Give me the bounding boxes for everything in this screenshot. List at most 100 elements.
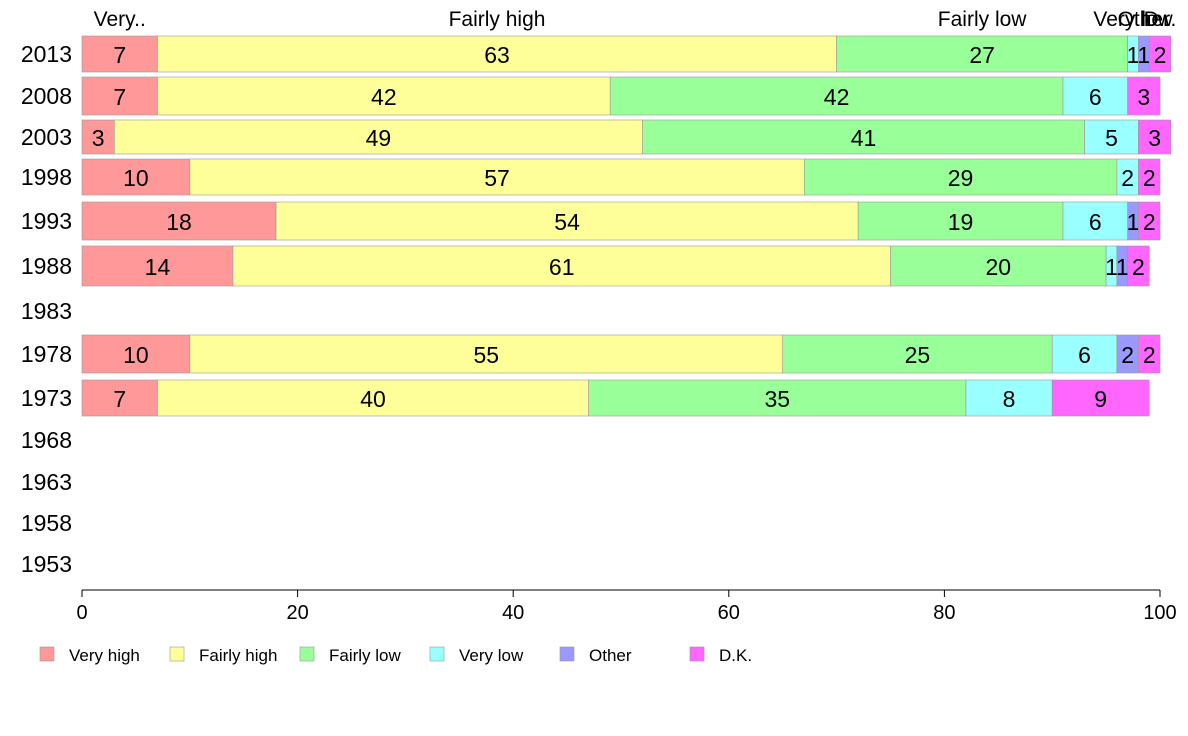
data-label-1993-very-low: 6 xyxy=(1089,209,1102,235)
legend: Very high Fairly high Fairly low Very low Ot… xyxy=(39,646,752,665)
legend-label-fairly-high: Fairly high xyxy=(199,646,277,665)
data-label-2008-d-k: 3 xyxy=(1137,84,1150,110)
data-label-2008-very-low: 6 xyxy=(1089,84,1102,110)
bar-segment-1998-d-k xyxy=(1138,158,1161,196)
bar-segment-1988-fairly-low xyxy=(890,245,1107,287)
bar-segment-1988-very-high xyxy=(81,245,234,287)
data-label-1998-fairly-high: 57 xyxy=(484,165,510,191)
top-label-very-low: Very low xyxy=(1093,8,1173,31)
top-label-fairly-low: Fairly low xyxy=(938,8,1028,31)
data-label-2008-fairly-high: 42 xyxy=(371,84,397,110)
data-label-2003-fairly-high: 49 xyxy=(366,125,392,151)
x-tick-label-20: 20 xyxy=(286,602,308,624)
bar-segment-1988-fairly-high xyxy=(232,245,891,287)
legend-label-fairly-low: Fairly low xyxy=(329,646,402,665)
bar-segment-1978-d-k xyxy=(1138,334,1161,374)
legend-swatch-fairly-low xyxy=(299,646,315,662)
x-axis: 0 20 40 60 80 100 xyxy=(76,589,1177,624)
legend-label-other: Other xyxy=(589,646,632,665)
bar-segment-2008-very-high xyxy=(81,76,158,116)
bar-segment-2003-d-k xyxy=(1138,119,1172,155)
data-label-1978-other: 2 xyxy=(1121,342,1134,368)
bar-segment-2013-very-high xyxy=(81,35,158,73)
bar-segment-1993-fairly-low xyxy=(857,201,1064,241)
data-label-1993-very-high: 18 xyxy=(166,209,192,235)
bar-segment-2008-fairly-high xyxy=(157,76,611,116)
x-tick-label-80: 80 xyxy=(933,602,955,624)
x-tick-label-40: 40 xyxy=(502,602,524,624)
legend-swatch-other xyxy=(559,646,575,662)
y-tick-label-1953: 1953 xyxy=(21,551,72,577)
data-label-2003-fairly-low: 41 xyxy=(851,125,877,151)
bar-segment-1973-fairly-low xyxy=(588,379,967,417)
y-tick-label-1988: 1988 xyxy=(21,253,72,279)
data-label-1988-d-k: 2 xyxy=(1132,254,1145,280)
data-label-2008-very-high: 7 xyxy=(113,84,126,110)
legend-label-very-low: Very low xyxy=(459,646,524,665)
y-tick-label-1978: 1978 xyxy=(21,341,72,367)
y-tick-label-1968: 1968 xyxy=(21,427,72,453)
y-tick-label-1963: 1963 xyxy=(21,469,72,495)
bar-segment-2013-fairly-low xyxy=(836,35,1128,73)
bar-segment-2003-very-low xyxy=(1084,119,1139,155)
bar-segment-1993-very-high xyxy=(81,201,277,241)
y-tick-label-1983: 1983 xyxy=(21,298,72,324)
legend-swatch-d-k xyxy=(689,646,705,662)
bar-segment-2003-fairly-high xyxy=(114,119,643,155)
data-label-1998-very-low: 2 xyxy=(1121,165,1134,191)
bar-segment-1998-fairly-low xyxy=(803,158,1118,196)
data-label-2003-d-k: 3 xyxy=(1148,125,1161,151)
data-label-2013-very-low: 1 xyxy=(1127,42,1140,68)
data-label-2013-fairly-high: 63 xyxy=(484,42,510,68)
top-label-d-k: D... xyxy=(1144,8,1177,31)
legend-label-d-k: D.K. xyxy=(719,646,752,665)
bar-segment-2013-d-k xyxy=(1148,35,1172,73)
legend-label-very-high: Very high xyxy=(69,646,140,665)
y-tick-label-2003: 2003 xyxy=(21,124,72,150)
top-label-very-high: Very.. xyxy=(94,8,146,31)
top-label-fairly-high: Fairly high xyxy=(449,8,546,31)
y-tick-label-1973: 1973 xyxy=(21,385,72,411)
data-label-2013-fairly-low: 27 xyxy=(969,42,995,68)
top-category-labels: Very.. Fairly high Fairly low Very lowOther… xyxy=(94,8,1177,31)
bar-segment-1973-very-low xyxy=(965,379,1053,417)
bar-segment-1998-very-high xyxy=(81,158,191,196)
bar-segment-1993-d-k xyxy=(1138,201,1161,241)
data-label-1993-other: 1 xyxy=(1127,209,1140,235)
data-label-1973-fairly-high: 40 xyxy=(360,386,386,412)
data-label-2013-other: 1 xyxy=(1137,42,1150,68)
data-label-2013-very-high: 7 xyxy=(113,42,126,68)
data-label-2013-d-k: 2 xyxy=(1154,42,1167,68)
data-label-1998-d-k: 2 xyxy=(1143,165,1156,191)
data-label-1973-fairly-low: 35 xyxy=(765,386,791,412)
data-label-1973-d-k: 9 xyxy=(1094,386,1107,412)
y-tick-label-1998: 1998 xyxy=(21,164,72,190)
bar-segment-2008-fairly-low xyxy=(609,76,1064,116)
data-label-1988-fairly-low: 20 xyxy=(986,254,1012,280)
x-tick-label-0: 0 xyxy=(76,602,87,624)
data-label-1993-fairly-low: 19 xyxy=(948,209,974,235)
data-label-1978-very-low: 6 xyxy=(1078,342,1091,368)
data-label-1978-very-high: 10 xyxy=(123,342,149,368)
data-label-1978-fairly-low: 25 xyxy=(905,342,931,368)
data-label-2008-fairly-low: 42 xyxy=(824,84,850,110)
bar-segment-1978-very-high xyxy=(81,334,191,374)
bar-segment-1998-fairly-high xyxy=(189,158,805,196)
data-label-1973-very-high: 7 xyxy=(113,386,126,412)
y-axis-tick-labels: 2013 2008 2003 1998 1993 1988 1983 1978 1973 1968… xyxy=(21,41,72,577)
data-label-1993-fairly-high: 54 xyxy=(554,209,580,235)
bar-segment-1978-fairly-high xyxy=(189,334,784,374)
bar-segment-1993-fairly-high xyxy=(275,201,859,241)
y-tick-label-2013: 2013 xyxy=(21,41,72,67)
bar-segment-1988-d-k xyxy=(1127,245,1150,287)
data-label-1993-d-k: 2 xyxy=(1143,209,1156,235)
data-label-1988-very-low: 1 xyxy=(1105,254,1118,280)
bar-segment-1973-fairly-high xyxy=(157,379,589,417)
legend-swatch-very-high xyxy=(39,646,55,662)
bars: 7 63 27 11 27 42 42 6 33 49 41 5 310 57 29 2 218 54 19 6 1 21… xyxy=(81,35,1172,417)
data-label-1973-very-low: 8 xyxy=(1003,386,1016,412)
data-label-2003-very-low: 5 xyxy=(1105,125,1118,151)
x-tick-label-60: 60 xyxy=(718,602,740,624)
legend-swatch-fairly-high xyxy=(169,646,185,662)
